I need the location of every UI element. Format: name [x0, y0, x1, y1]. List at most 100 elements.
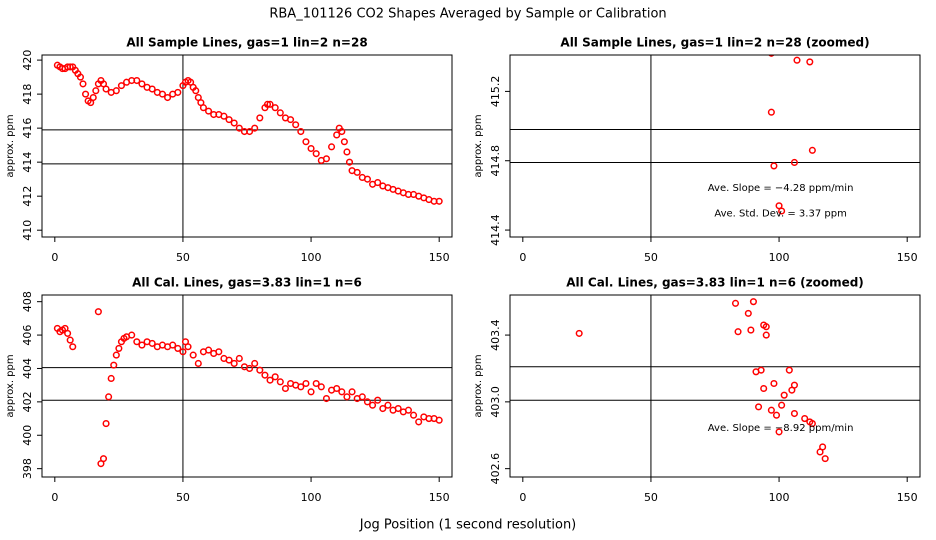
data-point [225, 356, 233, 364]
data-point [816, 448, 824, 456]
x-tick-label: 50 [176, 491, 190, 504]
annotation: Ave. Slope = −4.28 ppm/min [708, 183, 854, 194]
data-point [112, 351, 120, 359]
data-point [338, 388, 346, 396]
x-axis-label: Jog Position (1 second resolution) [359, 518, 577, 533]
data-point [333, 131, 341, 139]
data-point [358, 393, 366, 401]
data-point [768, 55, 775, 57]
data-point [64, 329, 72, 337]
data-point [348, 388, 356, 396]
data-point [184, 343, 192, 351]
data-point [189, 351, 197, 359]
data-point [757, 366, 765, 374]
data-point [731, 299, 740, 307]
data-point [133, 338, 141, 346]
data-point [575, 329, 583, 337]
x-tick-label: 150 [897, 251, 918, 264]
data-point [174, 344, 182, 352]
data-point [105, 393, 113, 401]
data-point [302, 138, 310, 146]
data-point [790, 158, 798, 167]
data-point [384, 401, 392, 409]
plot-frame [41, 294, 453, 478]
x-tick-label: 100 [769, 491, 790, 504]
data-point [322, 155, 330, 163]
y-axis-label: approx. ppm [473, 354, 484, 417]
data-point [281, 384, 289, 393]
data-point [276, 109, 284, 117]
data-point [76, 73, 84, 81]
data-point [415, 418, 423, 426]
data-point [744, 309, 752, 317]
data-point [256, 114, 264, 122]
data-point [762, 331, 770, 339]
data-point [780, 391, 788, 399]
data-point [112, 87, 120, 95]
data-point [174, 88, 182, 96]
plot-area [510, 295, 920, 477]
plot-area [42, 295, 452, 477]
data-point [292, 121, 300, 129]
data-point [345, 158, 354, 166]
data-point [276, 378, 284, 386]
y-tick-label: 408 [21, 291, 34, 312]
data-point [338, 127, 346, 136]
x-tick-label: 0 [51, 491, 58, 504]
data-point [192, 87, 200, 95]
y-tick-label: 403.0 [489, 386, 502, 418]
data-point [749, 298, 757, 306]
y-tick-label: 414 [21, 152, 34, 173]
data-point [343, 148, 351, 156]
y-tick-label: 418 [21, 84, 34, 105]
x-tick-label: 0 [51, 251, 58, 264]
data-point [747, 326, 755, 334]
panel: All Cal. Lines, gas=3.83 lin=1 n=6 approx… [5, 276, 453, 504]
data-point [99, 455, 108, 463]
data-point [251, 124, 259, 132]
data-point [297, 383, 305, 391]
data-point [107, 374, 115, 383]
data-point [225, 116, 233, 124]
data-point [363, 398, 371, 406]
data-point [328, 143, 336, 151]
data-point [369, 401, 377, 409]
data-point [770, 379, 778, 388]
data-point [307, 145, 315, 153]
panel-title: All Sample Lines, gas=1 lin=2 n=28 (zoom… [560, 36, 869, 50]
data-point [148, 85, 156, 93]
data-point [770, 162, 778, 170]
y-tick-label: 414.8 [489, 145, 502, 177]
data-point [164, 93, 172, 102]
data-point [379, 404, 387, 413]
data-point [312, 150, 320, 158]
data-point [353, 168, 361, 176]
data-point [312, 379, 320, 388]
data-point [230, 359, 238, 368]
x-tick-label: 100 [769, 251, 790, 264]
data-point [785, 366, 793, 374]
y-tick-label: 403.4 [489, 319, 502, 351]
data-point [220, 112, 228, 120]
data-point [102, 85, 110, 93]
data-point [69, 343, 77, 351]
data-point [148, 339, 156, 347]
panel-title: All Cal. Lines, gas=3.83 lin=1 n=6 (zoom… [566, 276, 864, 290]
data-point [271, 104, 279, 112]
y-tick-label: 404 [21, 358, 34, 379]
data-point [266, 376, 274, 384]
data-point [194, 359, 202, 368]
data-point [793, 56, 801, 64]
plot-frame [509, 294, 921, 478]
data-point [138, 341, 146, 349]
data-point [215, 348, 223, 356]
data-point [734, 328, 742, 336]
y-tick-label: 414.4 [489, 214, 502, 246]
y-tick-label: 398 [21, 458, 34, 479]
data-point [246, 364, 254, 373]
x-tick-label: 100 [301, 491, 322, 504]
x-tick-label: 0 [519, 491, 526, 504]
data-point [755, 403, 763, 411]
data-point [374, 179, 382, 187]
